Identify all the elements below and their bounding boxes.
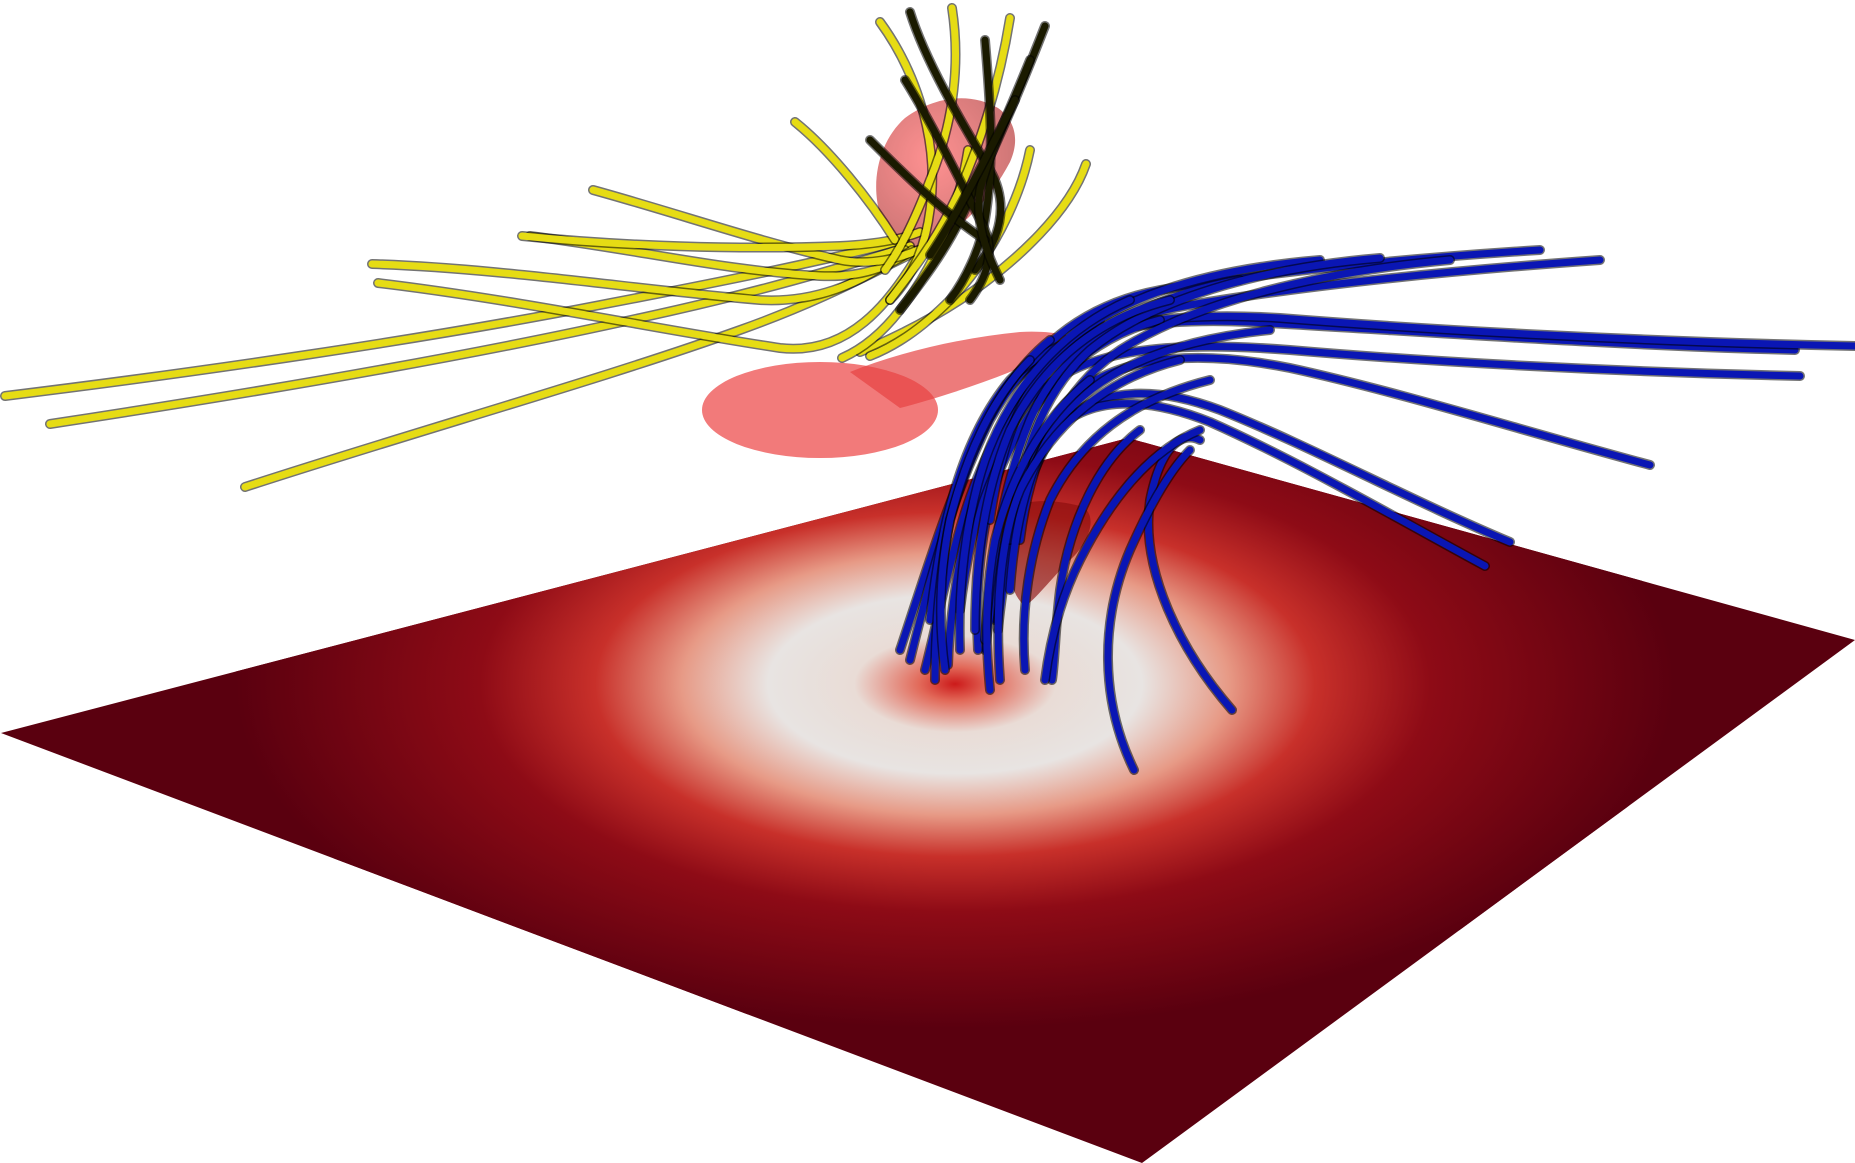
yellow-fieldline: [1, 236, 909, 400]
blue-fieldline: [1041, 426, 1204, 684]
fieldlines-left: [0, 3, 1091, 492]
plane-ring-gradient: [235, 438, 1675, 1029]
blue-fieldline: [983, 376, 1094, 694]
blue-fieldline: [1006, 326, 1274, 594]
fieldlines-right: [895, 245, 1855, 775]
ground-plane: [1, 438, 1855, 1163]
yellow-fieldline: [856, 160, 1090, 356]
blue-fieldline: [1020, 376, 1214, 674]
yellow-fieldline: [926, 96, 1019, 259]
blue-fieldline: [994, 356, 1184, 684]
blue-fieldline: [1104, 446, 1194, 774]
yellow-fieldline: [946, 36, 995, 304]
yellow-fieldline: [866, 136, 989, 244]
yellow-fieldline: [791, 118, 899, 244]
yellow-fieldline: [881, 4, 960, 274]
blue-fieldline: [937, 356, 1034, 674]
yellow-fieldline: [374, 256, 919, 353]
yellow-fieldline: [886, 14, 1014, 304]
blue-fieldline: [971, 296, 1174, 634]
blue-fieldline: [956, 296, 1134, 654]
blue-fieldline: [1048, 426, 1144, 684]
